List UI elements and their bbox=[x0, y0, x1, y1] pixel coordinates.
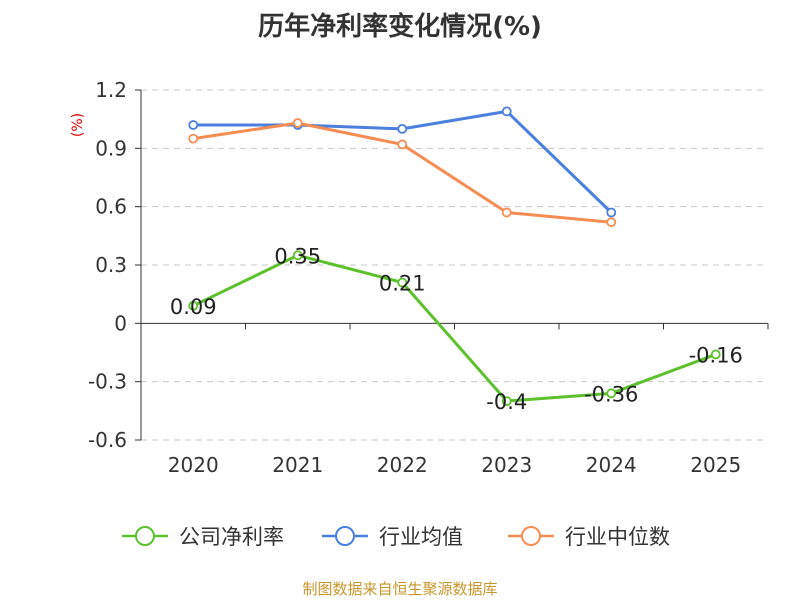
legend-label: 公司净利率 bbox=[179, 525, 284, 549]
x-tick-label: 2025 bbox=[690, 453, 741, 477]
x-tick-label: 2022 bbox=[377, 453, 428, 477]
data-point bbox=[501, 207, 512, 218]
x-tick-label: 2024 bbox=[586, 453, 637, 477]
x-tick-label: 2020 bbox=[168, 453, 219, 477]
data-point bbox=[606, 207, 617, 218]
y-tick-label: 0.6 bbox=[95, 195, 127, 219]
data-label: -0.36 bbox=[584, 382, 638, 406]
data-point bbox=[188, 120, 199, 130]
data-point bbox=[397, 139, 408, 150]
data-point bbox=[606, 388, 617, 399]
data-label: -0.4 bbox=[486, 390, 527, 414]
data-point bbox=[710, 349, 721, 360]
y-tick-label: 0 bbox=[114, 311, 127, 335]
legend-label: 行业中位数 bbox=[565, 525, 670, 549]
series-line bbox=[192, 253, 717, 403]
y-tick-label: -0.3 bbox=[88, 370, 127, 394]
x-tick-label: 2021 bbox=[272, 453, 323, 477]
data-point bbox=[397, 123, 408, 134]
legend-swatch-marker bbox=[335, 526, 355, 546]
data-source-note: 制图数据来自恒生聚源数据库 bbox=[302, 580, 498, 598]
legend-swatch-marker bbox=[521, 526, 541, 546]
y-tick-label: 0.3 bbox=[95, 253, 127, 277]
data-point bbox=[397, 277, 408, 288]
y-tick-label: -0.6 bbox=[88, 428, 127, 452]
data-point bbox=[292, 250, 303, 261]
data-point bbox=[188, 133, 199, 144]
data-point bbox=[501, 106, 512, 117]
legend-label: 行业均值 bbox=[379, 525, 463, 549]
y-axis-unit-label: (%) bbox=[70, 113, 86, 137]
data-label: -0.16 bbox=[689, 343, 743, 367]
y-tick-label: 1.2 bbox=[95, 78, 127, 102]
data-point bbox=[501, 396, 512, 407]
y-tick-label: 0.9 bbox=[95, 136, 127, 160]
data-point bbox=[606, 217, 617, 228]
series-line bbox=[193, 121, 612, 224]
data-label: 0.35 bbox=[274, 244, 321, 268]
data-label: 0.09 bbox=[170, 295, 217, 319]
chart-title: 历年净利率变化情况(%) bbox=[258, 12, 542, 42]
data-point bbox=[188, 300, 199, 311]
legend-swatch-marker bbox=[135, 526, 155, 546]
x-tick-label: 2023 bbox=[481, 453, 532, 477]
data-label: 0.21 bbox=[379, 272, 426, 296]
data-point bbox=[292, 118, 303, 128]
